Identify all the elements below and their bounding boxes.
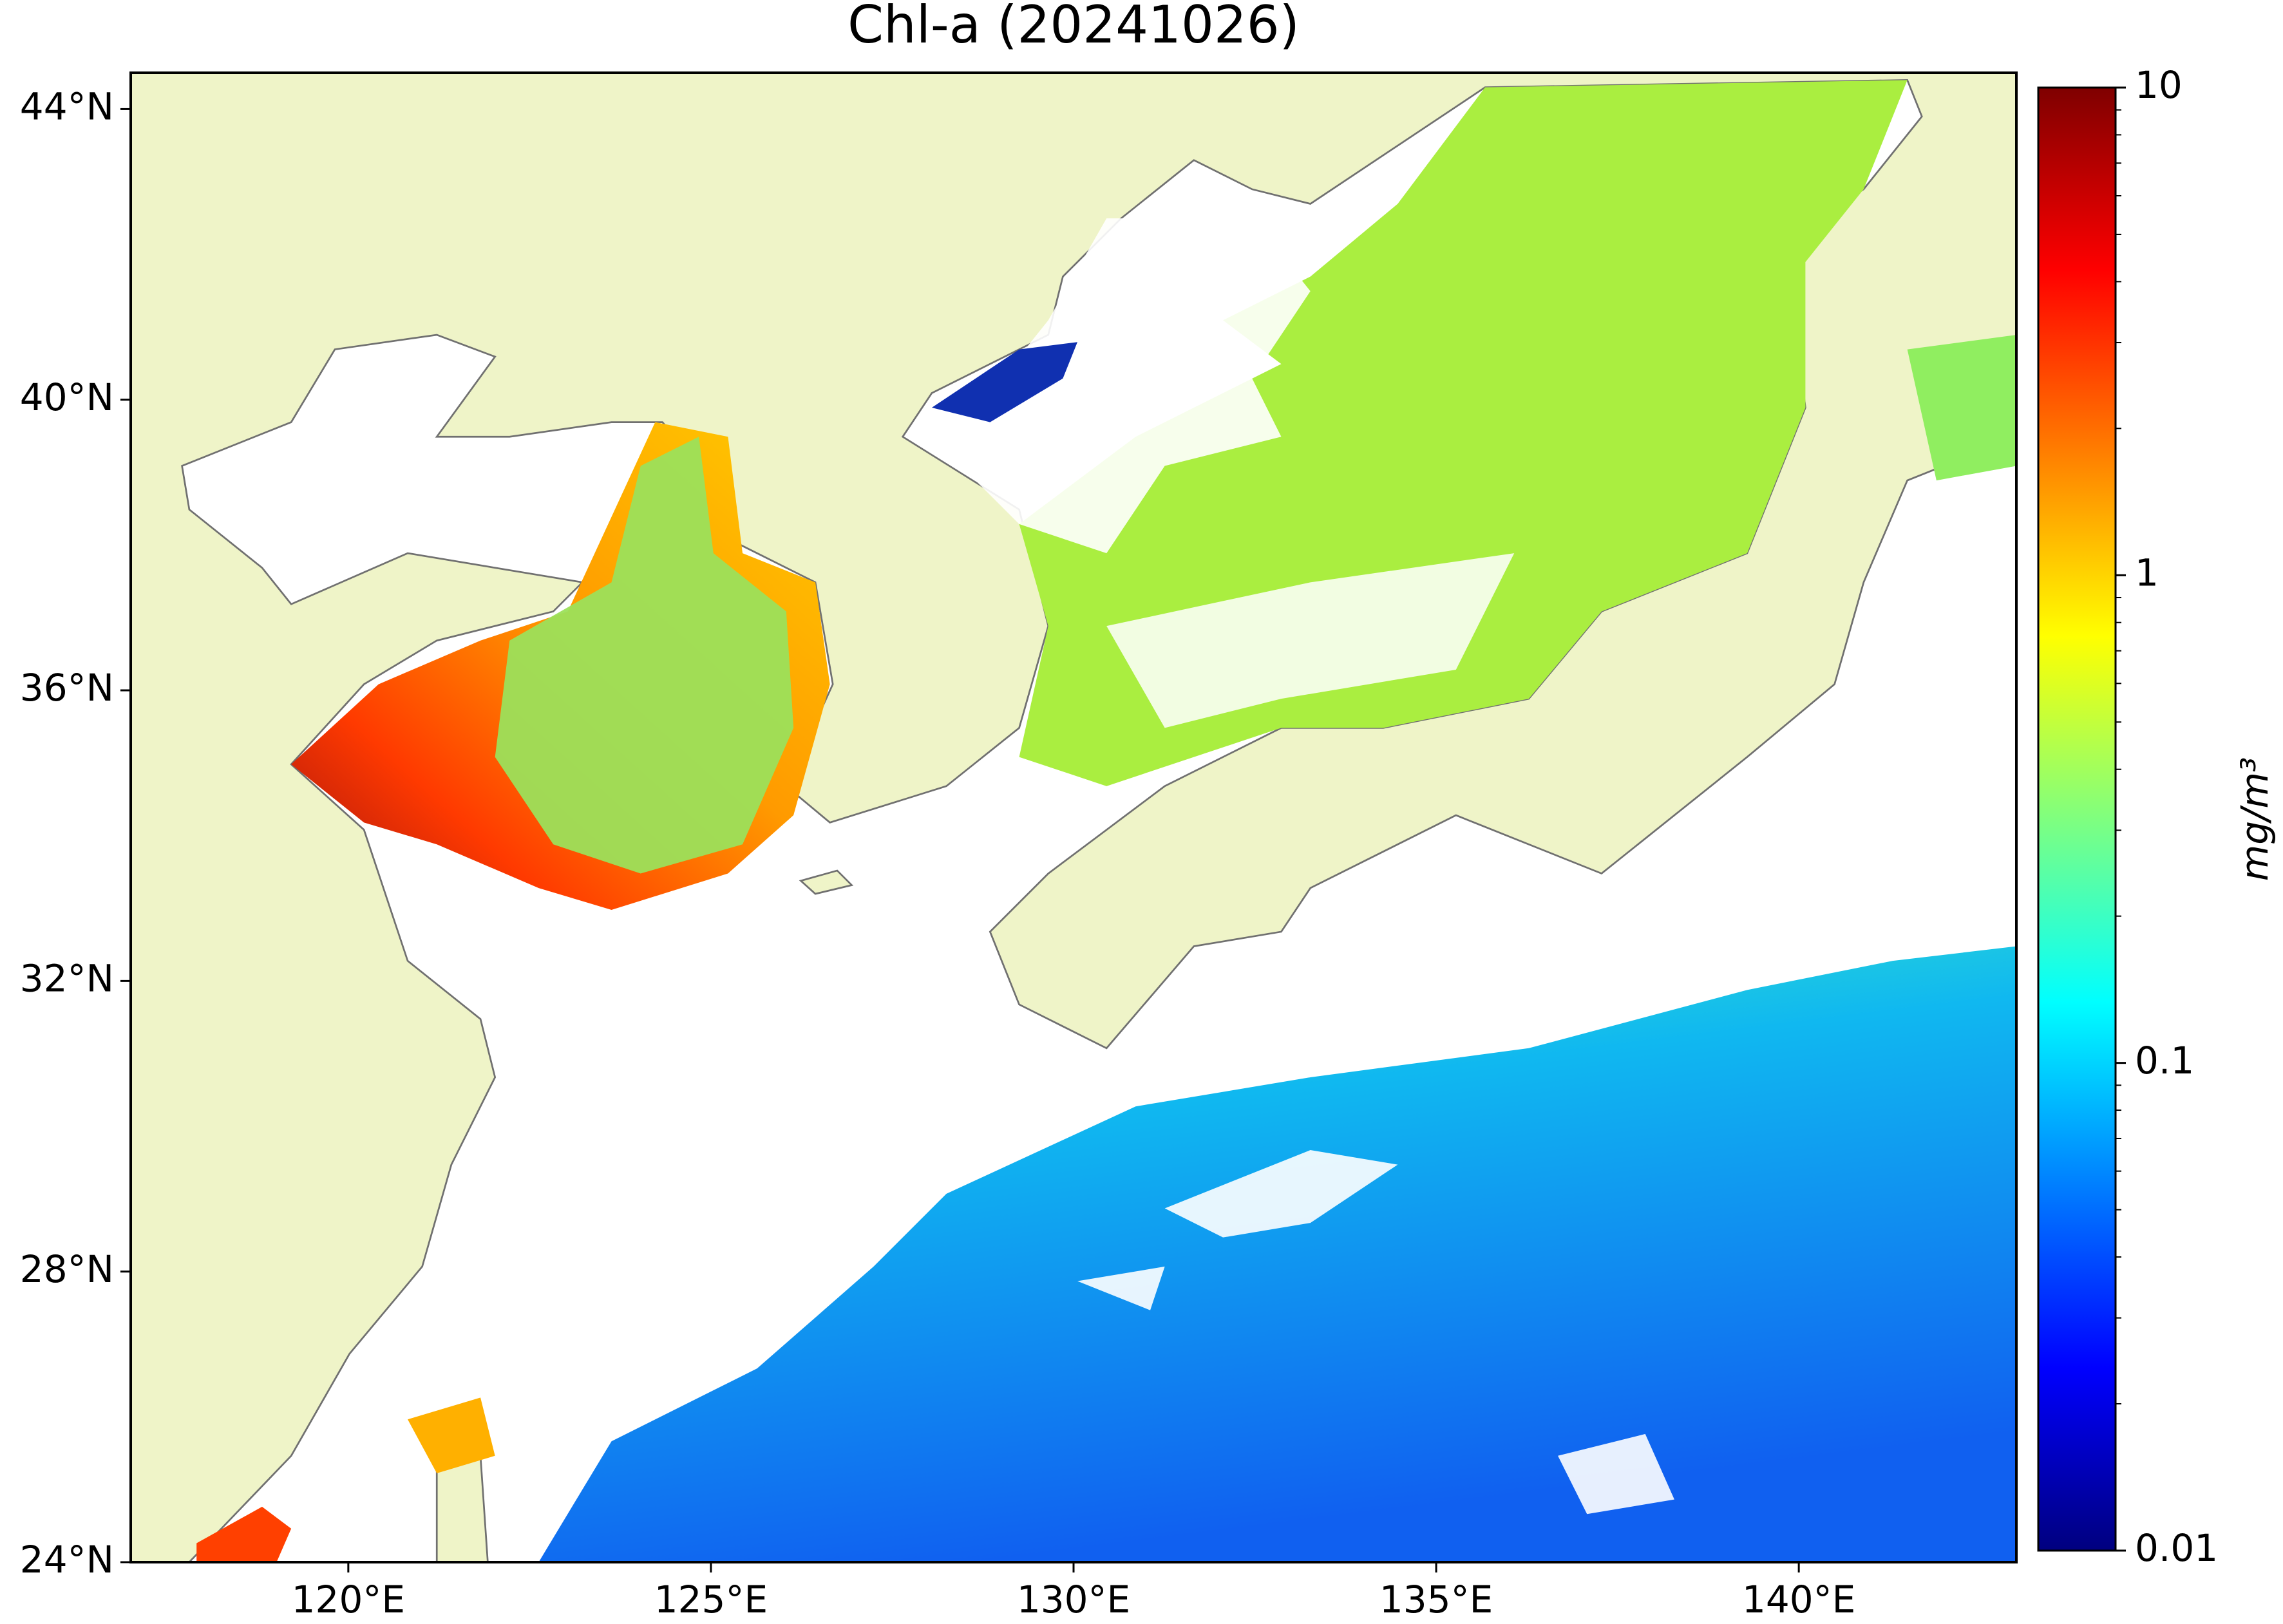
pacific (538, 946, 2017, 1562)
coastal-low-chl (931, 342, 1077, 422)
colorbar-fill (2037, 86, 2117, 1552)
colorbar: 0.01 0.1 1 10 mg/m³ (2037, 63, 2277, 1570)
axes: 120°E 125°E 130°E 135°E 140°E 24°N 28°N 32°N 36°… (20, 85, 1856, 1622)
y-tick-label: 40°N (20, 375, 114, 419)
colorbar-tick-label: 1 (2135, 551, 2159, 594)
y-tick-label: 32°N (20, 956, 114, 1000)
y-tick-label: 28°N (20, 1247, 114, 1291)
colorbar-tick-label: 0.01 (2135, 1526, 2218, 1570)
fujian-bloom (196, 1506, 292, 1562)
cloud (946, 218, 1311, 554)
x-tick-label: 140°E (1742, 1578, 1855, 1621)
hokkaido-pacific (1907, 334, 2017, 481)
taiwan-bloom (408, 1397, 495, 1473)
y-tick-label: 24°N (20, 1538, 114, 1582)
yellow-sea-green (495, 437, 794, 874)
colorbar-tick-label: 10 (2135, 63, 2183, 107)
y-tick-label: 36°N (20, 666, 114, 710)
x-tick-label: 135°E (1379, 1578, 1493, 1621)
x-tick-label: 130°E (1017, 1578, 1130, 1621)
colorbar-tick-label: 0.1 (2135, 1039, 2194, 1082)
cloud (1106, 553, 1515, 728)
jeju (799, 869, 854, 895)
taiwan (435, 1454, 489, 1562)
colorbar-label: mg/m³ (2233, 757, 2277, 882)
map-imagery (131, 73, 2017, 1562)
cloud (1077, 1150, 1674, 1515)
map-title: Chl-a (20241026) (848, 0, 1300, 55)
x-tick-label: 120°E (292, 1578, 405, 1621)
x-tick-label: 125°E (654, 1578, 768, 1621)
y-tick-label: 44°N (20, 85, 114, 129)
